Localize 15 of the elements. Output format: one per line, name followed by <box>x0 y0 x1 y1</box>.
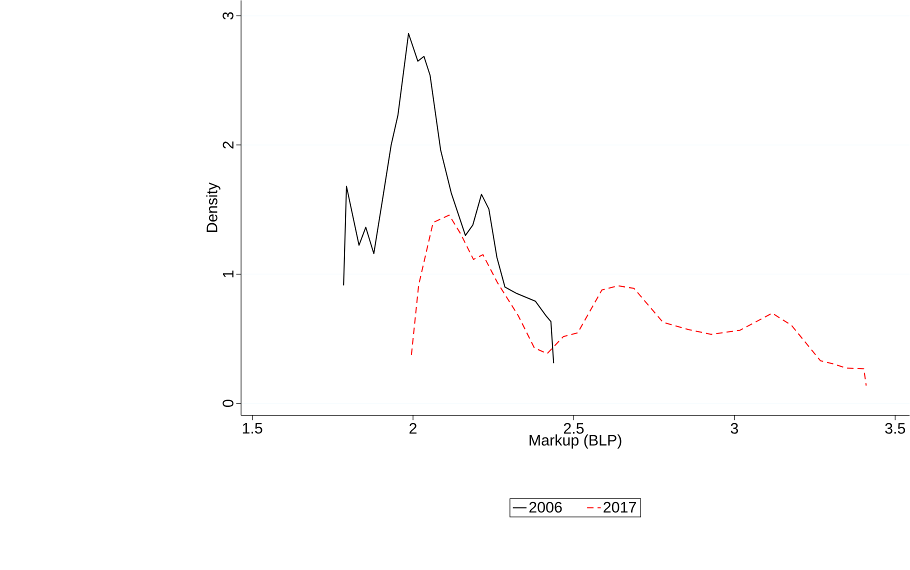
x-tick-label: 3 <box>730 422 738 434</box>
y-tick-label: 0 <box>222 400 234 407</box>
x-tick-label: 1.5 <box>242 422 262 434</box>
line-series <box>343 32 554 364</box>
legend-label: 2017 <box>604 502 636 512</box>
y-axis-title: Density <box>206 182 220 232</box>
legend-label: 2006 <box>529 502 562 512</box>
x-tick-label: 3.5 <box>885 422 906 434</box>
y-tick-label: 3 <box>222 12 234 20</box>
y-tick-label: 2 <box>222 141 234 148</box>
line-series <box>410 214 867 386</box>
y-tick-label: 1 <box>222 270 234 278</box>
x-tick-label: 2 <box>410 422 416 434</box>
x-axis-title: Markup (BLP) <box>530 434 622 448</box>
x-tick-label: 2.5 <box>564 422 584 434</box>
